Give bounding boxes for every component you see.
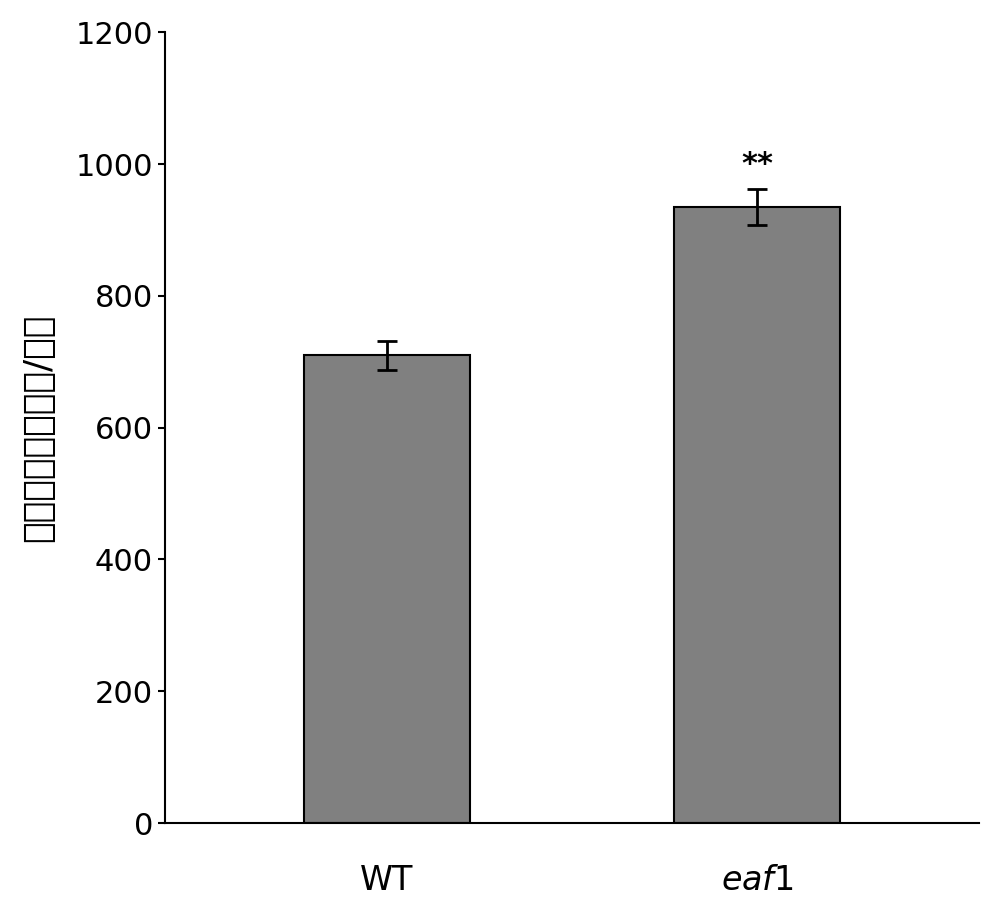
Y-axis label: 花青素含量（微克/克）: 花青素含量（微克/克） <box>21 314 55 542</box>
Bar <box>674 207 840 823</box>
Bar <box>304 355 470 823</box>
Text: $\mathit{eaf1}$: $\mathit{eaf1}$ <box>721 864 794 897</box>
Text: WT: WT <box>360 864 414 897</box>
Text: **: ** <box>741 150 773 179</box>
